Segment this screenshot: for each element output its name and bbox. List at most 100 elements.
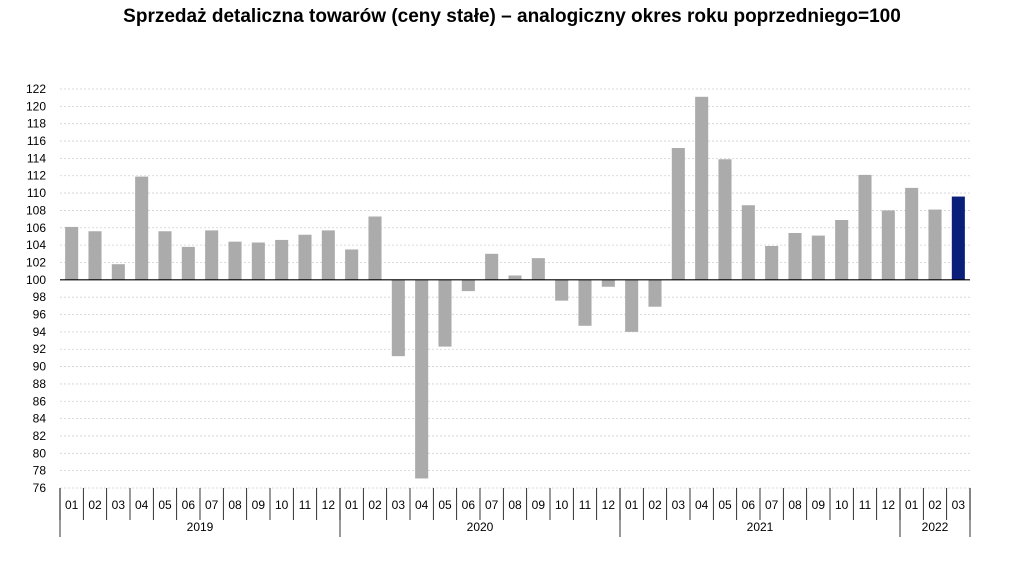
month-tick-label: 01 [625, 498, 639, 512]
y-tick-label: 90 [33, 360, 47, 374]
y-tick-label: 106 [26, 221, 46, 235]
y-tick-label: 120 [26, 99, 46, 113]
month-tick-label: 07 [205, 498, 219, 512]
year-label: 2021 [747, 520, 774, 534]
bar [415, 279, 429, 479]
month-tick-label: 08 [508, 498, 522, 512]
month-tick-label: 03 [392, 498, 406, 512]
bar [485, 253, 499, 280]
bar [461, 279, 475, 292]
month-tick-label: 06 [462, 498, 476, 512]
bar [508, 275, 522, 280]
bar [928, 209, 942, 280]
bar [695, 96, 709, 280]
bar [321, 230, 335, 280]
month-tick-label: 03 [112, 498, 126, 512]
y-tick-label: 76 [33, 481, 47, 495]
y-tick-label: 100 [26, 273, 46, 287]
month-tick-label: 10 [835, 498, 849, 512]
month-tick-label: 01 [65, 498, 79, 512]
month-tick-label: 05 [438, 498, 452, 512]
y-tick-label: 118 [27, 117, 46, 131]
month-tick-label: 03 [952, 498, 966, 512]
month-tick-label: 08 [228, 498, 242, 512]
y-tick-label: 104 [26, 238, 46, 252]
month-tick-label: 02 [648, 498, 662, 512]
y-tick-label: 78 [33, 464, 47, 478]
month-tick-label: 01 [905, 498, 919, 512]
month-tick-label: 11 [579, 498, 592, 512]
chart-title: Sprzedaż detaliczna towarów (ceny stałe)… [123, 6, 901, 27]
bar [251, 242, 265, 280]
bar [275, 239, 289, 280]
y-tick-label: 112 [27, 169, 46, 183]
month-tick-label: 02 [368, 498, 382, 512]
month-tick-label: 09 [532, 498, 546, 512]
bar [181, 246, 195, 280]
month-tick-label: 12 [602, 498, 616, 512]
bar [228, 241, 242, 280]
bar [905, 187, 919, 280]
month-tick-label: 08 [788, 498, 802, 512]
bar [835, 219, 849, 280]
bar [65, 226, 79, 280]
bar [555, 279, 569, 301]
y-tick-label: 114 [27, 151, 46, 165]
month-tick-label: 07 [485, 498, 499, 512]
bar [135, 176, 149, 280]
month-tick-label: 11 [859, 498, 872, 512]
month-tick-label: 12 [322, 498, 336, 512]
y-tick-label: 86 [33, 394, 47, 408]
month-tick-label: 04 [415, 498, 429, 512]
bar [671, 147, 685, 280]
month-tick-label: 12 [882, 498, 896, 512]
bar [111, 264, 125, 280]
bar [601, 279, 615, 287]
month-tick-label: 04 [695, 498, 709, 512]
month-tick-label: 10 [275, 498, 289, 512]
y-tick-label: 108 [26, 203, 46, 217]
month-tick-label: 05 [158, 498, 172, 512]
y-tick-label: 98 [33, 290, 47, 304]
y-tick-label: 122 [26, 82, 46, 96]
bar [858, 174, 872, 280]
bar [345, 249, 359, 280]
y-tick-label: 102 [26, 255, 46, 269]
bar [788, 232, 802, 280]
bar [578, 279, 592, 326]
month-tick-label: 04 [135, 498, 149, 512]
bar [718, 159, 732, 280]
y-tick-label: 92 [33, 342, 47, 356]
year-label: 2020 [467, 520, 494, 534]
bar [531, 258, 545, 280]
bar [741, 205, 755, 280]
month-tick-label: 09 [252, 498, 266, 512]
month-tick-label: 01 [345, 498, 359, 512]
bar [158, 231, 172, 280]
month-tick-label: 09 [812, 498, 826, 512]
month-tick-label: 06 [182, 498, 196, 512]
bar [368, 216, 382, 280]
y-tick-label: 88 [33, 377, 47, 391]
month-tick-label: 05 [718, 498, 732, 512]
month-tick-label: 07 [765, 498, 779, 512]
bar [765, 245, 779, 280]
y-tick-label: 110 [27, 186, 46, 200]
bar [298, 234, 312, 280]
bar [648, 279, 662, 307]
month-tick-label: 11 [299, 498, 312, 512]
y-tick-label: 94 [33, 325, 47, 339]
bar [881, 210, 895, 280]
month-tick-label: 06 [742, 498, 756, 512]
bar [811, 235, 825, 280]
year-label: 2022 [922, 520, 949, 534]
bar [88, 231, 102, 280]
y-tick-label: 80 [33, 446, 47, 460]
bar [438, 279, 452, 347]
bar [951, 196, 965, 280]
month-tick-label: 02 [928, 498, 942, 512]
bar [391, 279, 405, 357]
bar [625, 279, 639, 332]
y-tick-label: 116 [27, 134, 46, 148]
